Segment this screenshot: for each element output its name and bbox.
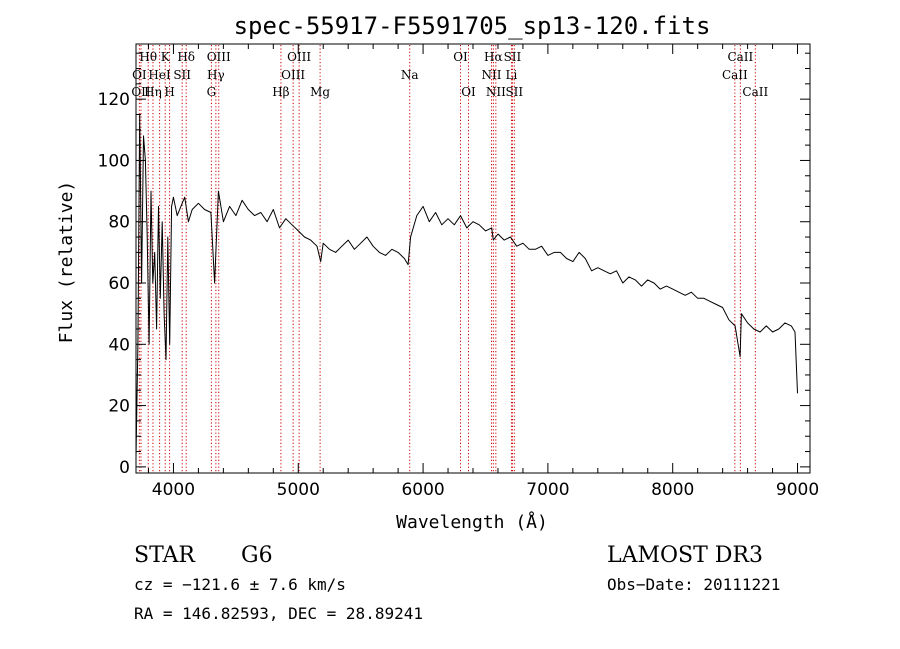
spectral-line-label: Li (506, 68, 518, 82)
y-axis-label: Flux (relative) (56, 181, 77, 344)
spectral-line-label: OI (453, 50, 468, 64)
axis-ticks: 4000 5000 6000 7000 8000 9000 0 20 40 60 80 100 120 (98, 44, 819, 500)
chart-title: spec-55917-F5591705_sp13-120.fits (234, 12, 711, 40)
y-tick-label: 120 (98, 90, 130, 110)
spectral-line-label: NII (481, 68, 501, 82)
survey-name: LAMOST DR3 (607, 543, 763, 568)
y-tick-label: 60 (108, 274, 130, 294)
spectral-line-label: OIII (207, 50, 231, 64)
spectral-line-label: CaII (727, 50, 753, 64)
spectral-line-label: CaII (722, 68, 748, 82)
spectral-line-label: Hγ (207, 68, 225, 82)
spectral-line-label: CaII (742, 85, 768, 99)
spectral-line-label: OIII (287, 50, 311, 64)
coordinates: RA = 146.82593, DEC = 28.89241 (134, 604, 423, 623)
y-tick-label: 40 (108, 335, 130, 355)
spectral-line-label: OI (132, 68, 147, 82)
redshift-readout: cz = −121.6 ± 7.6 km/s (134, 575, 346, 594)
spectral-line-label: OI (461, 85, 476, 99)
x-tick-label: 5000 (277, 480, 320, 500)
object-subclass: G6 (241, 543, 273, 568)
spectral-line-label: OII (131, 85, 151, 99)
y-tick-label: 80 (108, 213, 130, 233)
spectral-line-label: SII (504, 50, 522, 64)
spectral-line-label: K (161, 50, 171, 64)
spectral-line-label: OIII (281, 68, 305, 82)
y-tick-label: 20 (108, 397, 130, 417)
spectrum-line (135, 114, 798, 458)
spectral-line-label: Hη (144, 85, 162, 99)
spectral-line-label: HeI (148, 68, 171, 82)
spectral-line-label: G (207, 85, 217, 99)
x-axis-label: Wavelength (Å) (396, 511, 548, 533)
spectral-line-label: NII (486, 85, 506, 99)
y-tick-label: 0 (119, 458, 130, 478)
x-tick-label: 6000 (401, 480, 444, 500)
spectral-line-label: H (164, 85, 174, 99)
x-tick-label: 8000 (651, 480, 694, 500)
spectrum-series (135, 114, 798, 458)
x-tick-label: 9000 (776, 480, 819, 500)
object-class: STAR (134, 543, 196, 568)
spectral-line-label: Mg (310, 85, 330, 99)
spectral-line-label: Hα (484, 50, 503, 64)
obs-date: Obs−Date: 20111221 (607, 575, 780, 594)
spectral-line-label: SII (173, 68, 191, 82)
x-tick-label: 7000 (526, 480, 569, 500)
spectral-line-label: SII (505, 85, 523, 99)
spectral-line-label: Na (401, 68, 419, 82)
x-tick-label: 4000 (152, 480, 195, 500)
spectral-line-label: Hδ (177, 50, 195, 64)
spectral-line-label: Hθ (139, 50, 157, 64)
y-tick-label: 100 (98, 151, 130, 171)
spectral-line-label: Hβ (272, 85, 289, 99)
